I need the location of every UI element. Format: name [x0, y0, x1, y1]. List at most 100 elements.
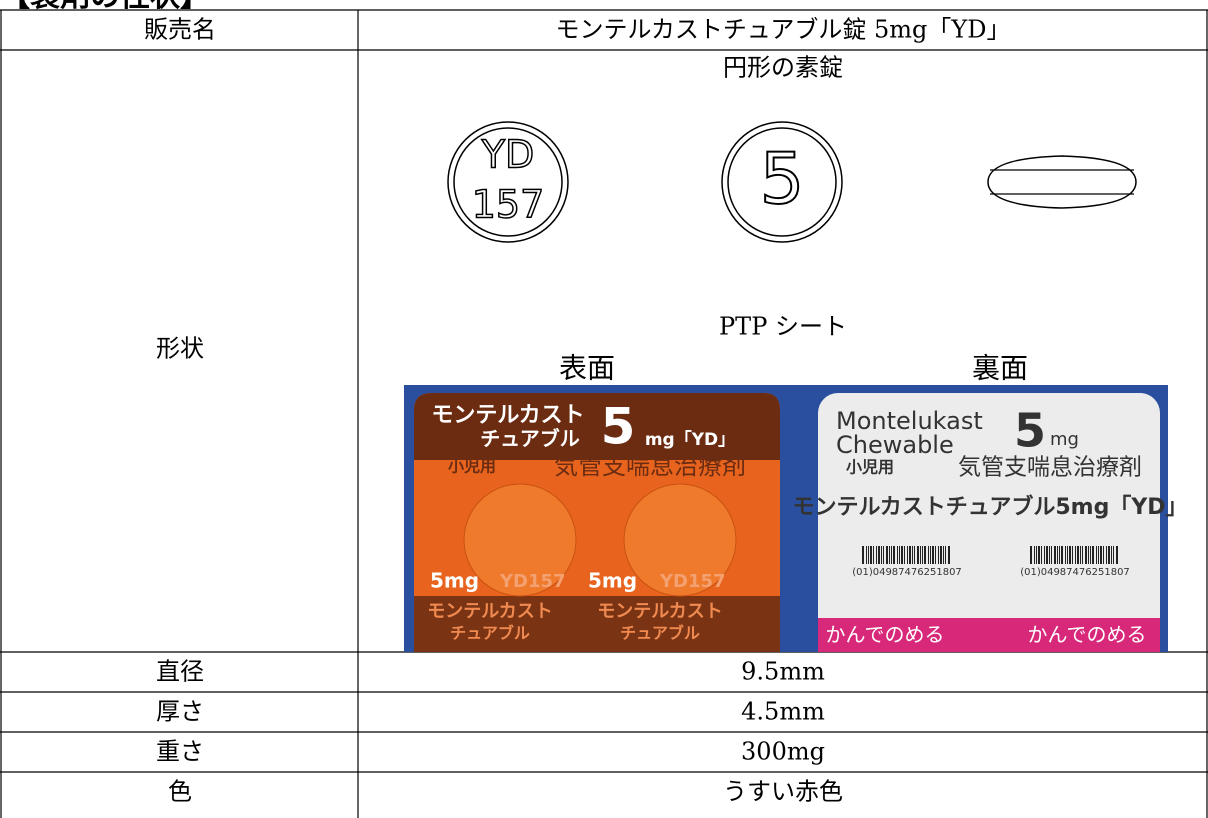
row-value: モンテルカストチュアブル錠 5mg「YD」 — [556, 16, 1011, 44]
barcode-bar — [1034, 546, 1035, 564]
tablet-side — [987, 155, 1137, 209]
ptp-photo: モンテルカスト チュアブル 5 mg「YD」 小児用 気管支喘息治療剤 5mg … — [404, 385, 1188, 652]
ptp-text: (01)04987476251807 — [852, 567, 962, 578]
row-label: 重さ — [156, 738, 204, 766]
shape-caption: 円形の素錠 — [723, 54, 843, 82]
ptp-text: チュアブル — [450, 624, 530, 643]
barcode-bar — [876, 546, 877, 564]
barcode-bar — [938, 546, 939, 564]
barcode-bar — [930, 546, 931, 564]
barcode-bar — [1030, 546, 1032, 564]
ptp-caption: PTP シート — [719, 313, 847, 341]
ptp-text: チュアブル — [480, 427, 580, 451]
barcode-bar — [1090, 546, 1091, 564]
barcode-bar — [1038, 546, 1040, 564]
ptp-text: モンテルカスト — [431, 403, 584, 428]
barcode-bar — [935, 546, 936, 564]
barcode-bar — [1077, 546, 1079, 564]
barcode-bar — [920, 546, 921, 564]
barcode-bar — [1111, 546, 1112, 564]
ptp-text: かんでのめる — [1028, 623, 1147, 647]
ptp-text: mg「YD」 — [645, 429, 735, 450]
barcode-bar — [1088, 546, 1089, 564]
barcode-bar — [870, 546, 872, 564]
barcode-bar — [1059, 546, 1060, 564]
ptp-text: モンテルカスト — [597, 601, 722, 622]
ptp-text: Chewable — [836, 431, 954, 459]
barcode-bar — [1082, 546, 1083, 564]
barcode-bar — [943, 546, 944, 564]
barcode-bar — [1075, 546, 1076, 564]
ptp-text: モンテルカストチュアブル5mg「YD」 — [792, 494, 1187, 520]
ptp-text: 5 — [601, 398, 636, 456]
barcode-bar — [928, 546, 929, 564]
tablet-front: YD 157 — [447, 121, 569, 243]
barcode-bar — [897, 546, 898, 564]
barcode-bar — [1103, 546, 1104, 564]
barcode-bar — [914, 546, 915, 564]
row-label: 厚さ — [156, 698, 204, 726]
barcode-bar — [881, 546, 882, 564]
barcodes — [862, 546, 1118, 564]
ptp-text: 5mg — [588, 569, 637, 593]
barcode-bar — [1098, 546, 1099, 564]
ptp-text: かんでのめる — [826, 623, 945, 647]
barcode-bar — [1057, 546, 1058, 564]
heading: 【製剤の性状】 — [0, 0, 210, 14]
barcode-bar — [866, 546, 867, 564]
barcode-bar — [1108, 546, 1110, 564]
barcode-bar — [1046, 546, 1048, 564]
row-value: 300mg — [741, 738, 825, 766]
ptp-text: Montelukast — [836, 407, 983, 435]
barcode-bar — [889, 546, 890, 564]
barcode-bar — [1061, 546, 1063, 564]
row-label: 色 — [168, 778, 192, 806]
barcode-bar — [901, 546, 903, 564]
barcode-bar — [1036, 546, 1037, 564]
barcode-bar — [917, 546, 919, 564]
barcode-bar — [1054, 546, 1056, 564]
ptp-text: 5mg — [430, 569, 479, 593]
barcode-bar — [862, 546, 864, 564]
barcode-bar — [912, 546, 913, 564]
ptp-text: チュアブル — [620, 624, 700, 643]
barcode-bar — [886, 546, 888, 564]
ptp-text: YD157 — [499, 571, 566, 592]
barcode-bar — [1106, 546, 1107, 564]
ptp-text: mg — [1050, 429, 1079, 450]
barcode-bar — [883, 546, 884, 564]
ptp-text: 小児用 — [448, 457, 496, 476]
row-label: 販売名 — [144, 16, 216, 44]
barcode-bar — [948, 546, 950, 564]
barcode-bar — [940, 546, 942, 564]
table-grid — [0, 9, 1208, 818]
barcode-bar — [1051, 546, 1052, 564]
barcode-bar — [893, 546, 895, 564]
tablet-mark: YD — [481, 133, 534, 177]
barcode-bar — [1100, 546, 1102, 564]
back-label: 裏面 — [972, 352, 1028, 385]
row-label: 直径 — [156, 658, 204, 686]
barcode-bar — [873, 546, 874, 564]
ptp-text: 小児用 — [846, 458, 894, 477]
tablet-back: 5 — [721, 121, 843, 243]
ptp-text: YD157 — [659, 571, 726, 592]
barcode-bar — [1092, 546, 1094, 564]
barcode-bar — [1049, 546, 1050, 564]
barcode-bar — [904, 546, 905, 564]
barcode-bar — [907, 546, 908, 564]
barcode-bar — [1096, 546, 1097, 564]
row-value: 9.5mm — [741, 658, 825, 686]
barcode-bar — [1069, 546, 1071, 564]
ptp-text: モンテルカスト — [427, 601, 552, 622]
barcode-bar — [1044, 546, 1045, 564]
barcode-bar — [909, 546, 911, 564]
barcode-bar — [1080, 546, 1081, 564]
barcode-bar — [891, 546, 892, 564]
barcode-bar — [1085, 546, 1087, 564]
row-label: 形状 — [156, 335, 204, 363]
ptp-text: 5 — [1014, 404, 1046, 458]
barcode-bar — [1113, 546, 1114, 564]
barcode-bar — [878, 546, 880, 564]
